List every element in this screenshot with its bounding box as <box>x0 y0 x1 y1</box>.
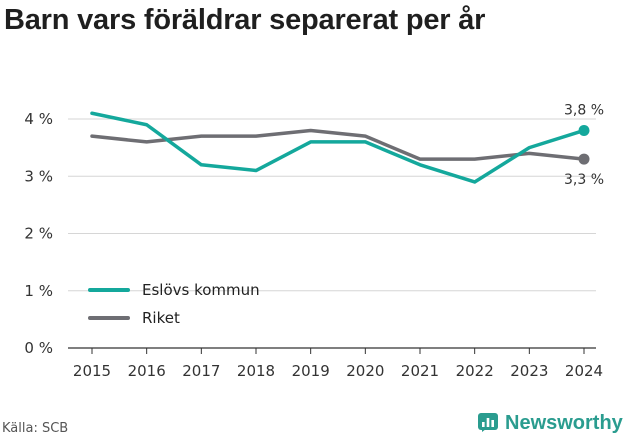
x-tick-label: 2021 <box>401 362 439 380</box>
end-value-label: 3,3 % <box>564 172 604 188</box>
x-tick-label: 2020 <box>346 362 384 380</box>
newsworthy-chart-logo-icon <box>478 413 498 432</box>
y-tick-label: 1 % <box>24 282 53 300</box>
y-tick-label: 2 % <box>24 225 53 243</box>
series-end-point <box>578 153 590 165</box>
series-lines: 3,8 % 3,3 % <box>90 102 604 188</box>
source-note: Källa: SCB <box>2 421 69 436</box>
series-line-riket <box>90 128 586 161</box>
line-chart: 0 % 1 % 2 % 3 % 4 % 2015 2016 2017 2018 2019 2020 2… <box>24 102 604 380</box>
x-tick-label: 2024 <box>565 362 603 380</box>
chart-title: Barn vars föräldrar separerat per år <box>4 4 486 36</box>
gridlines <box>68 118 596 349</box>
brand-name: Newsworthy <box>505 411 623 434</box>
y-tick-label: 4 % <box>24 110 53 128</box>
x-tick-label: 2016 <box>128 362 166 380</box>
x-tick-label: 2023 <box>510 362 548 380</box>
y-tick-label: 0 % <box>24 339 53 357</box>
series-end-point <box>578 124 590 136</box>
axis-labels: 0 % 1 % 2 % 3 % 4 % 2015 2016 2017 2018 2019 2020 2… <box>24 110 603 380</box>
x-tick-label: 2019 <box>292 362 330 380</box>
x-tick-label: 2017 <box>182 362 220 380</box>
x-tick-label: 2022 <box>456 362 494 380</box>
brand[interactable]: Newsworthy <box>477 409 623 437</box>
end-value-label: 3,8 % <box>564 102 604 118</box>
series-line-eslovs-kommun <box>90 111 586 184</box>
x-tick-label: 2015 <box>73 362 111 380</box>
legend-label: Riket <box>142 309 180 327</box>
legend-label: Eslövs kommun <box>142 281 260 299</box>
legend: Eslövs kommun Riket <box>88 281 260 327</box>
y-tick-label: 3 % <box>24 167 53 185</box>
x-tick-label: 2018 <box>237 362 275 380</box>
